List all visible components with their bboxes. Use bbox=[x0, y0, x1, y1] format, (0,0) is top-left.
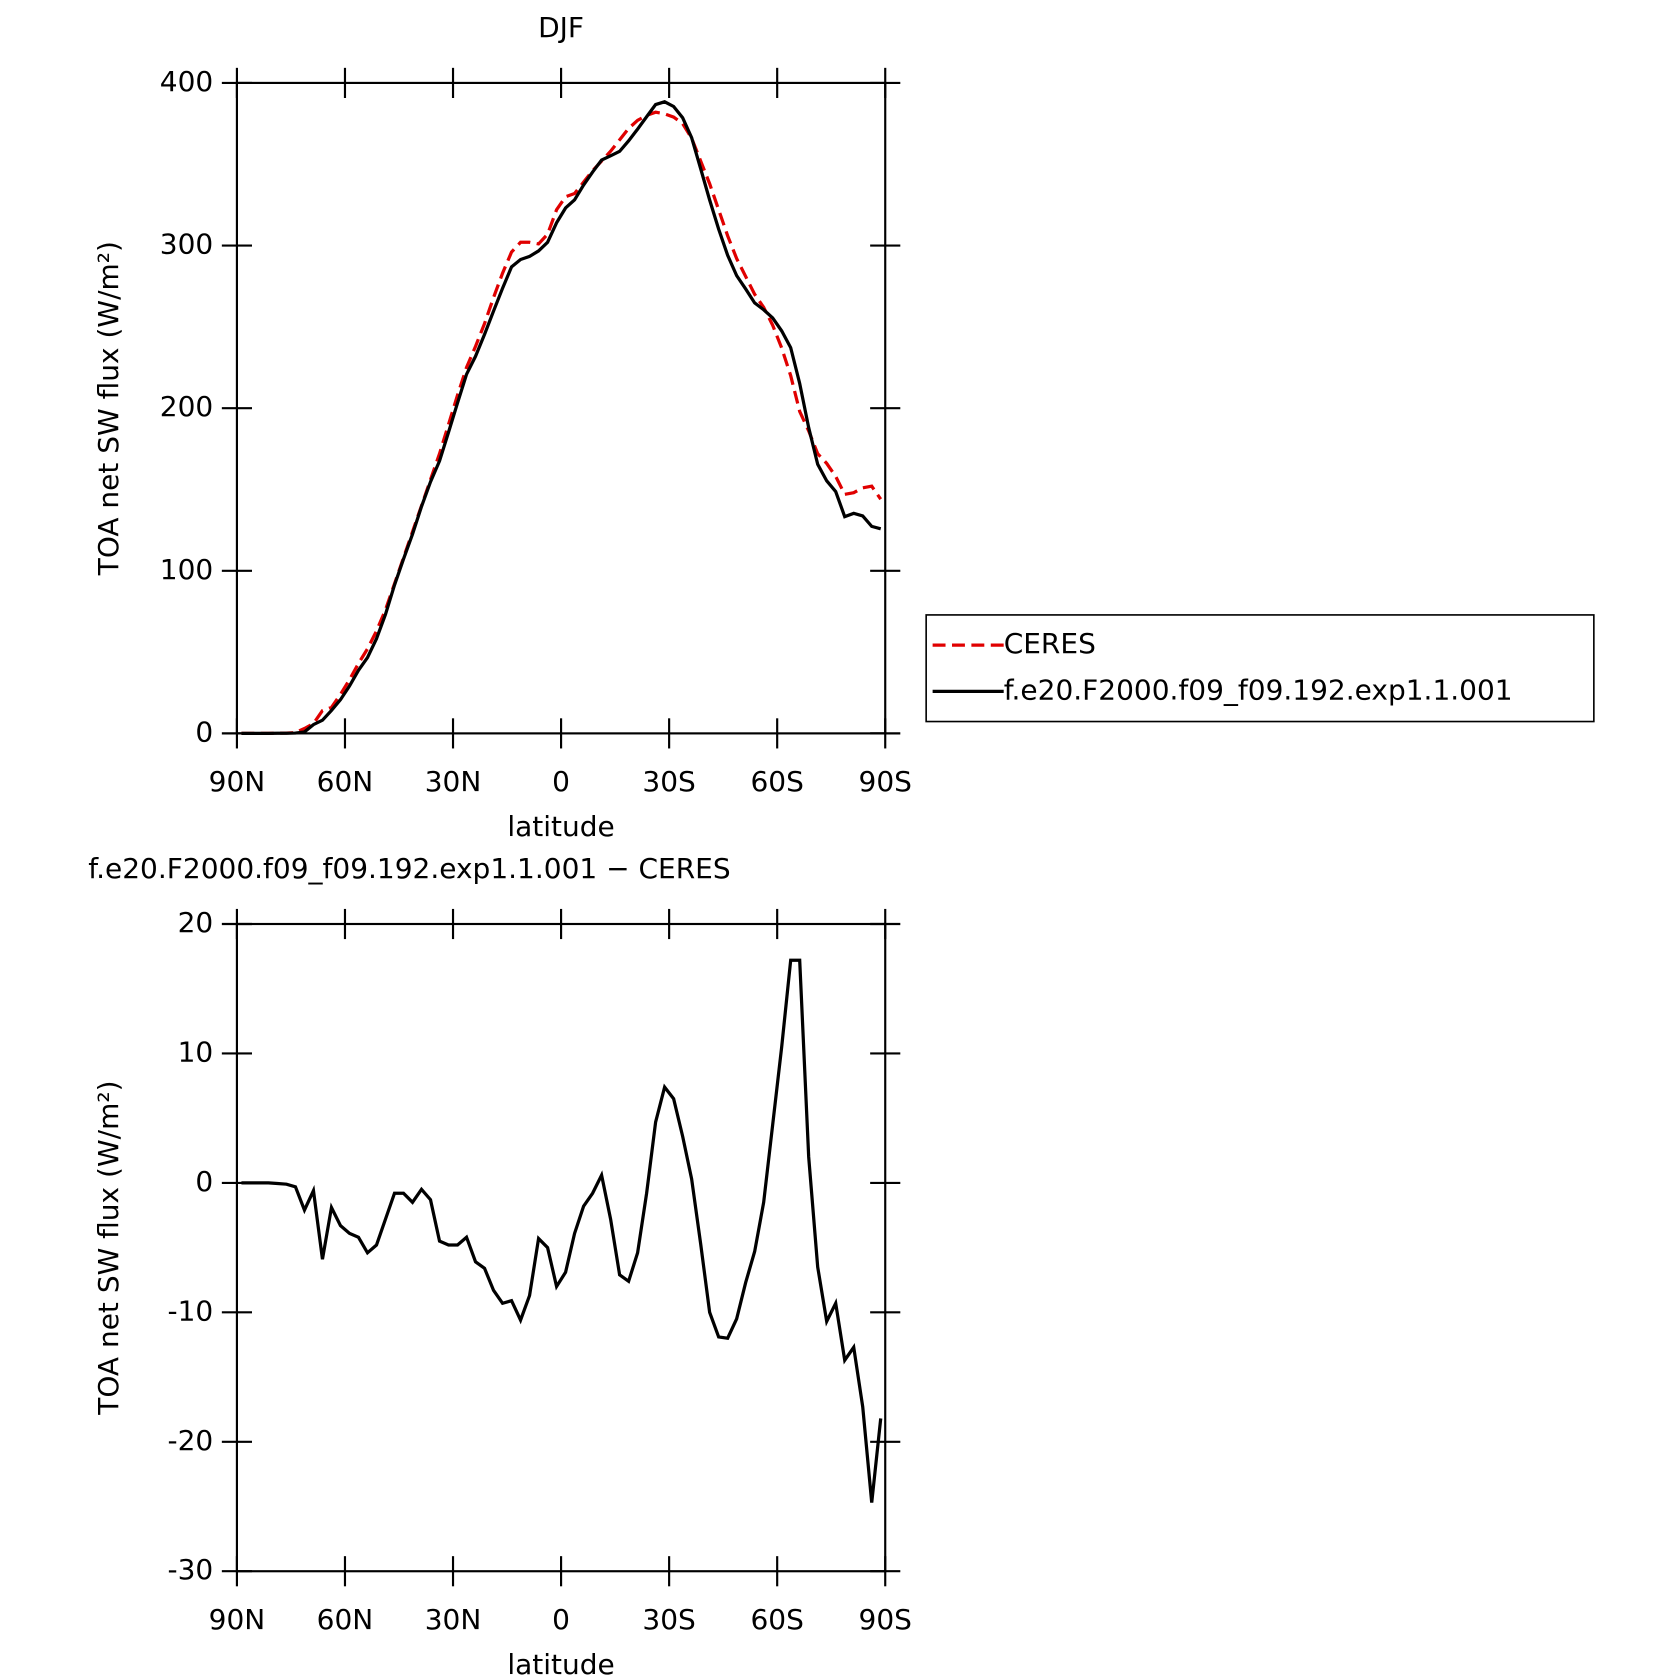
y-tick-label: -20 bbox=[167, 1424, 213, 1457]
y-tick-label: -30 bbox=[167, 1553, 213, 1586]
x-tick-label: 90S bbox=[859, 1603, 912, 1636]
x-tick-label: 30N bbox=[425, 1603, 482, 1636]
y-axis-label: TOA net SW flux (W/m²) bbox=[92, 1080, 125, 1415]
x-tick-label: 60N bbox=[317, 765, 374, 798]
x-tick-label: 0 bbox=[552, 765, 570, 798]
x-tick-label: 60S bbox=[750, 765, 803, 798]
x-tick-label: 60N bbox=[317, 1603, 374, 1636]
legend-box bbox=[925, 614, 1595, 723]
legend-label: CERES bbox=[1004, 627, 1096, 660]
x-tick-label: 90N bbox=[209, 1603, 266, 1636]
plot-frame bbox=[235, 81, 887, 735]
chart-title: f.e20.F2000.f09_f09.192.exp1.1.001 − CER… bbox=[88, 852, 730, 885]
x-axis-label: latitude bbox=[507, 1648, 614, 1680]
y-tick-label: 0 bbox=[195, 1165, 213, 1198]
y-tick-label: 0 bbox=[195, 715, 213, 748]
data-line bbox=[241, 958, 883, 1503]
y-tick-label: 10 bbox=[178, 1035, 214, 1068]
x-axis-label: latitude bbox=[507, 810, 614, 843]
y-tick-label: 200 bbox=[160, 390, 213, 423]
y-axis-label: TOA net SW flux (W/m²) bbox=[92, 241, 125, 576]
legend-label: f.e20.F2000.f09_f09.192.exp1.1.001 bbox=[1004, 673, 1513, 706]
x-tick-label: 90N bbox=[209, 765, 266, 798]
x-tick-label: 60S bbox=[750, 1603, 803, 1636]
data-line bbox=[241, 110, 883, 735]
y-tick-label: 100 bbox=[160, 553, 213, 586]
x-tick-label: 30N bbox=[425, 765, 482, 798]
y-tick-label: -10 bbox=[167, 1294, 213, 1327]
x-tick-label: 90S bbox=[859, 765, 912, 798]
x-tick-label: 30S bbox=[642, 1603, 695, 1636]
y-tick-label: 300 bbox=[160, 228, 213, 261]
x-tick-label: 30S bbox=[642, 765, 695, 798]
y-tick-label: 20 bbox=[178, 906, 214, 939]
x-tick-label: 0 bbox=[552, 1603, 570, 1636]
data-line bbox=[241, 100, 882, 735]
plot-frame bbox=[235, 922, 887, 1573]
chart-title: DJF bbox=[538, 11, 584, 44]
y-tick-label: 400 bbox=[160, 65, 213, 98]
